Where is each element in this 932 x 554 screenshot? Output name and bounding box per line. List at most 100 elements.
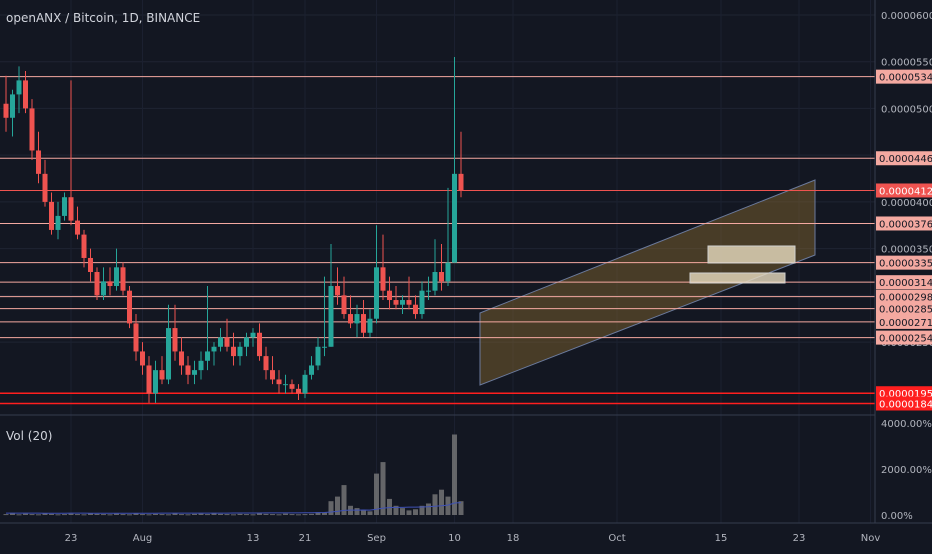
volume-bar [387, 498, 392, 515]
volume-bar [81, 514, 87, 516]
candle-body [413, 304, 418, 315]
candle-body [419, 290, 425, 315]
candle-body [250, 332, 256, 338]
volume-bars [3, 434, 464, 516]
candle-body [107, 281, 113, 287]
time-tick-label: 15 [715, 533, 728, 544]
volume-bar [237, 513, 243, 515]
candle-body [68, 197, 74, 221]
price-badge-label: 0.00003141 [879, 278, 932, 289]
volume-bar [101, 514, 106, 516]
candle-body [335, 286, 340, 296]
volume-bar [16, 514, 22, 516]
time-tick-label: 23 [65, 533, 78, 544]
price-badge-bg [876, 301, 932, 316]
price-badge-bg [876, 151, 932, 166]
volume-bar [172, 513, 178, 515]
price-badge-bg [876, 216, 932, 231]
candle-body [23, 80, 28, 109]
candle-body [185, 365, 191, 375]
candle-body [367, 318, 373, 333]
price-badge-label: 0.00002548 [879, 334, 932, 345]
volume-tick-label: 2000.00% [881, 465, 932, 476]
candle-body [237, 346, 243, 357]
volume-bar [328, 501, 334, 515]
volume-bar [426, 503, 431, 515]
candle-body [218, 337, 223, 347]
candle-body [296, 388, 301, 394]
volume-bar [257, 513, 262, 515]
volume-bar [179, 514, 184, 516]
volume-bar [354, 508, 360, 515]
time-axis[interactable]: 23 Aug 13 21 Sep 10 18 Oct 15 23 Nov [65, 533, 881, 544]
volume-bar [140, 514, 145, 516]
volume-bar [49, 513, 54, 515]
candle-body [224, 337, 230, 347]
candle-body [387, 290, 392, 301]
highlight-zones[interactable] [689, 245, 796, 284]
volume-bar [335, 496, 340, 515]
candle-body [146, 365, 152, 394]
zone-rect-lower[interactable] [689, 272, 786, 284]
candle-body [432, 271, 438, 291]
candle-body [361, 314, 366, 333]
volume-bar [296, 514, 301, 516]
time-tick-label: 21 [299, 533, 312, 544]
candle-body [263, 356, 269, 371]
volume-bar [231, 514, 236, 516]
volume-bar [276, 514, 282, 516]
volume-bar [315, 512, 321, 515]
candle-body [120, 267, 126, 291]
volume-bar [114, 513, 119, 515]
candle-body [270, 370, 275, 380]
candle-body [114, 267, 119, 287]
volume-bar [211, 512, 217, 515]
candle-body [257, 332, 262, 357]
volume-bar [374, 473, 379, 515]
volume-bar [270, 514, 275, 516]
volume-bar [445, 496, 451, 515]
candle-body [302, 374, 308, 394]
volume-axis: 4000.00% 2000.00% 0.00% [881, 419, 932, 522]
candle-body [88, 257, 93, 272]
candle-body [445, 262, 451, 282]
candle-body [42, 173, 48, 202]
volume-bar [68, 513, 74, 515]
volume-bar [367, 511, 373, 515]
volume-ma-line [6, 502, 462, 514]
zone-rect-upper[interactable] [707, 245, 796, 264]
volume-bar [289, 514, 295, 516]
candle-body [94, 271, 100, 296]
volume-bar [341, 485, 347, 515]
candle-body [315, 346, 321, 366]
volume-bar [3, 514, 9, 516]
volume-bar [400, 508, 405, 515]
candle-body [283, 384, 288, 386]
price-badge-label: 0.00002986 [879, 293, 932, 304]
time-tick-label: 10 [448, 533, 461, 544]
volume-bar [380, 462, 386, 515]
volume-bar [88, 513, 93, 515]
candle-body [211, 346, 217, 352]
candle-body [406, 300, 412, 305]
chart-title: openANX / Bitcoin, 1D, BINANCE [6, 11, 200, 25]
volume-bar [29, 514, 35, 516]
candle-body [374, 267, 379, 319]
volume-bar [185, 514, 191, 516]
volume-bar [198, 513, 204, 515]
price-badge-label: 0.00004122 [879, 186, 932, 197]
candle-body [426, 290, 431, 292]
candle-body [159, 370, 165, 380]
volume-bar [153, 513, 158, 515]
candle-body [166, 328, 171, 380]
volume-bar [10, 512, 15, 515]
volume-bar [452, 434, 457, 515]
price-level-lines[interactable] [0, 76, 875, 405]
candle-body [328, 286, 334, 347]
